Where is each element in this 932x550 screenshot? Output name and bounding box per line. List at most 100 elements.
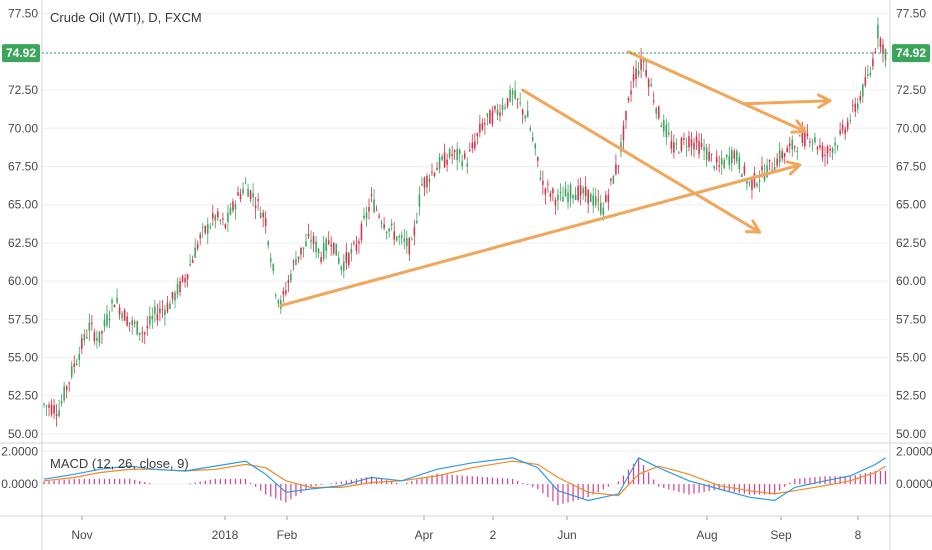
candle <box>340 265 343 276</box>
trend-arrow[interactable] <box>742 93 832 109</box>
candle-body <box>539 177 542 180</box>
candle <box>625 110 627 129</box>
price-tag-left: 74.92 <box>2 44 40 63</box>
candle <box>257 193 259 211</box>
price-axis[interactable]: 77.5077.5075.0075.0072.5072.5070.0070.00… <box>8 7 926 441</box>
candle <box>635 60 637 88</box>
candle <box>496 103 499 121</box>
trend-arrow[interactable] <box>627 50 807 134</box>
candle-body <box>186 274 189 280</box>
candle-body <box>209 226 212 228</box>
candle <box>703 138 705 161</box>
candle-body <box>786 147 789 153</box>
candle <box>388 227 390 238</box>
candle-body <box>799 135 801 137</box>
candle-body <box>131 320 133 325</box>
candle <box>96 330 98 349</box>
symbol-title[interactable]: Crude Oil (WTI), D, FXCM <box>50 10 202 25</box>
candle-body <box>277 300 280 304</box>
candle <box>506 97 509 109</box>
candle <box>499 104 501 122</box>
trend-line[interactable] <box>521 88 762 234</box>
trend-line[interactable] <box>279 163 802 308</box>
candle <box>791 135 794 157</box>
candle-body <box>693 142 695 150</box>
candle <box>332 242 335 256</box>
candle-body <box>728 155 731 166</box>
candle-body <box>174 292 176 301</box>
candle-body <box>526 110 529 118</box>
candle-body <box>73 363 76 367</box>
candle <box>796 146 799 160</box>
trend-line[interactable] <box>627 50 807 133</box>
last-price-right: 74.92 <box>896 46 926 60</box>
candle-body <box>206 223 209 234</box>
candle <box>421 176 423 187</box>
candle <box>443 143 446 169</box>
candle-body <box>98 331 101 344</box>
candle-body <box>166 303 169 312</box>
candle-body <box>569 184 572 198</box>
trendline-drawings[interactable] <box>279 50 832 308</box>
candle <box>264 211 267 234</box>
candle-body <box>380 222 383 224</box>
candle-body <box>859 96 862 101</box>
candle <box>867 65 869 79</box>
price-tick-left: 65.00 <box>8 198 38 212</box>
candle <box>93 328 96 345</box>
candle-body <box>610 178 612 181</box>
candle-body <box>537 156 539 161</box>
candle-body <box>365 212 368 219</box>
candle <box>234 200 237 220</box>
candle-body <box>416 220 418 223</box>
candle-body <box>484 123 486 125</box>
candle <box>657 105 660 120</box>
candle-body <box>45 405 48 407</box>
candle-body <box>305 241 307 247</box>
candle <box>65 384 68 399</box>
price-tick-right: 55.00 <box>896 350 926 364</box>
candle-body <box>310 240 312 242</box>
candle-body <box>856 103 859 109</box>
candle-body <box>854 103 857 112</box>
candle-body <box>592 195 595 206</box>
candle <box>219 219 222 225</box>
candle-body <box>738 157 741 170</box>
candle-body <box>489 110 491 124</box>
candle <box>426 173 428 194</box>
time-axis[interactable]: Nov 2018 Feb Apr 2 Jun Aug Sep 8 <box>71 516 862 542</box>
macd-axis[interactable]: 2.0000 2.0000 0.0000 0.0000 <box>1 444 932 491</box>
candle-body <box>272 264 275 272</box>
candle <box>400 231 403 245</box>
candle <box>297 256 300 264</box>
candle <box>244 176 247 185</box>
candle-body <box>647 79 650 88</box>
candle-body <box>751 179 753 190</box>
candle <box>675 138 678 150</box>
price-tick-left: 55.00 <box>8 350 38 364</box>
candle <box>723 157 726 170</box>
trend-arrow[interactable] <box>279 160 802 308</box>
candle-body <box>360 224 363 241</box>
candle-body <box>708 151 710 162</box>
trend-arrow[interactable] <box>521 88 762 234</box>
candle <box>756 182 758 189</box>
candle-body <box>118 307 121 315</box>
candle <box>272 263 275 275</box>
candle <box>662 114 665 137</box>
candle-body <box>307 233 310 237</box>
candle <box>564 181 567 197</box>
candle-body <box>123 309 126 321</box>
trend-line[interactable] <box>742 99 832 106</box>
macd-title[interactable]: MACD (12, 26, close, 9) <box>50 456 189 471</box>
candle-body <box>521 109 524 115</box>
candlesticks[interactable] <box>43 17 887 427</box>
candle-body <box>851 104 854 106</box>
candle-body <box>584 186 587 196</box>
candle-body <box>673 142 675 153</box>
candle <box>831 146 834 160</box>
price-tick-left: 50.00 <box>8 427 38 441</box>
price-tick-right: 60.00 <box>896 274 926 288</box>
